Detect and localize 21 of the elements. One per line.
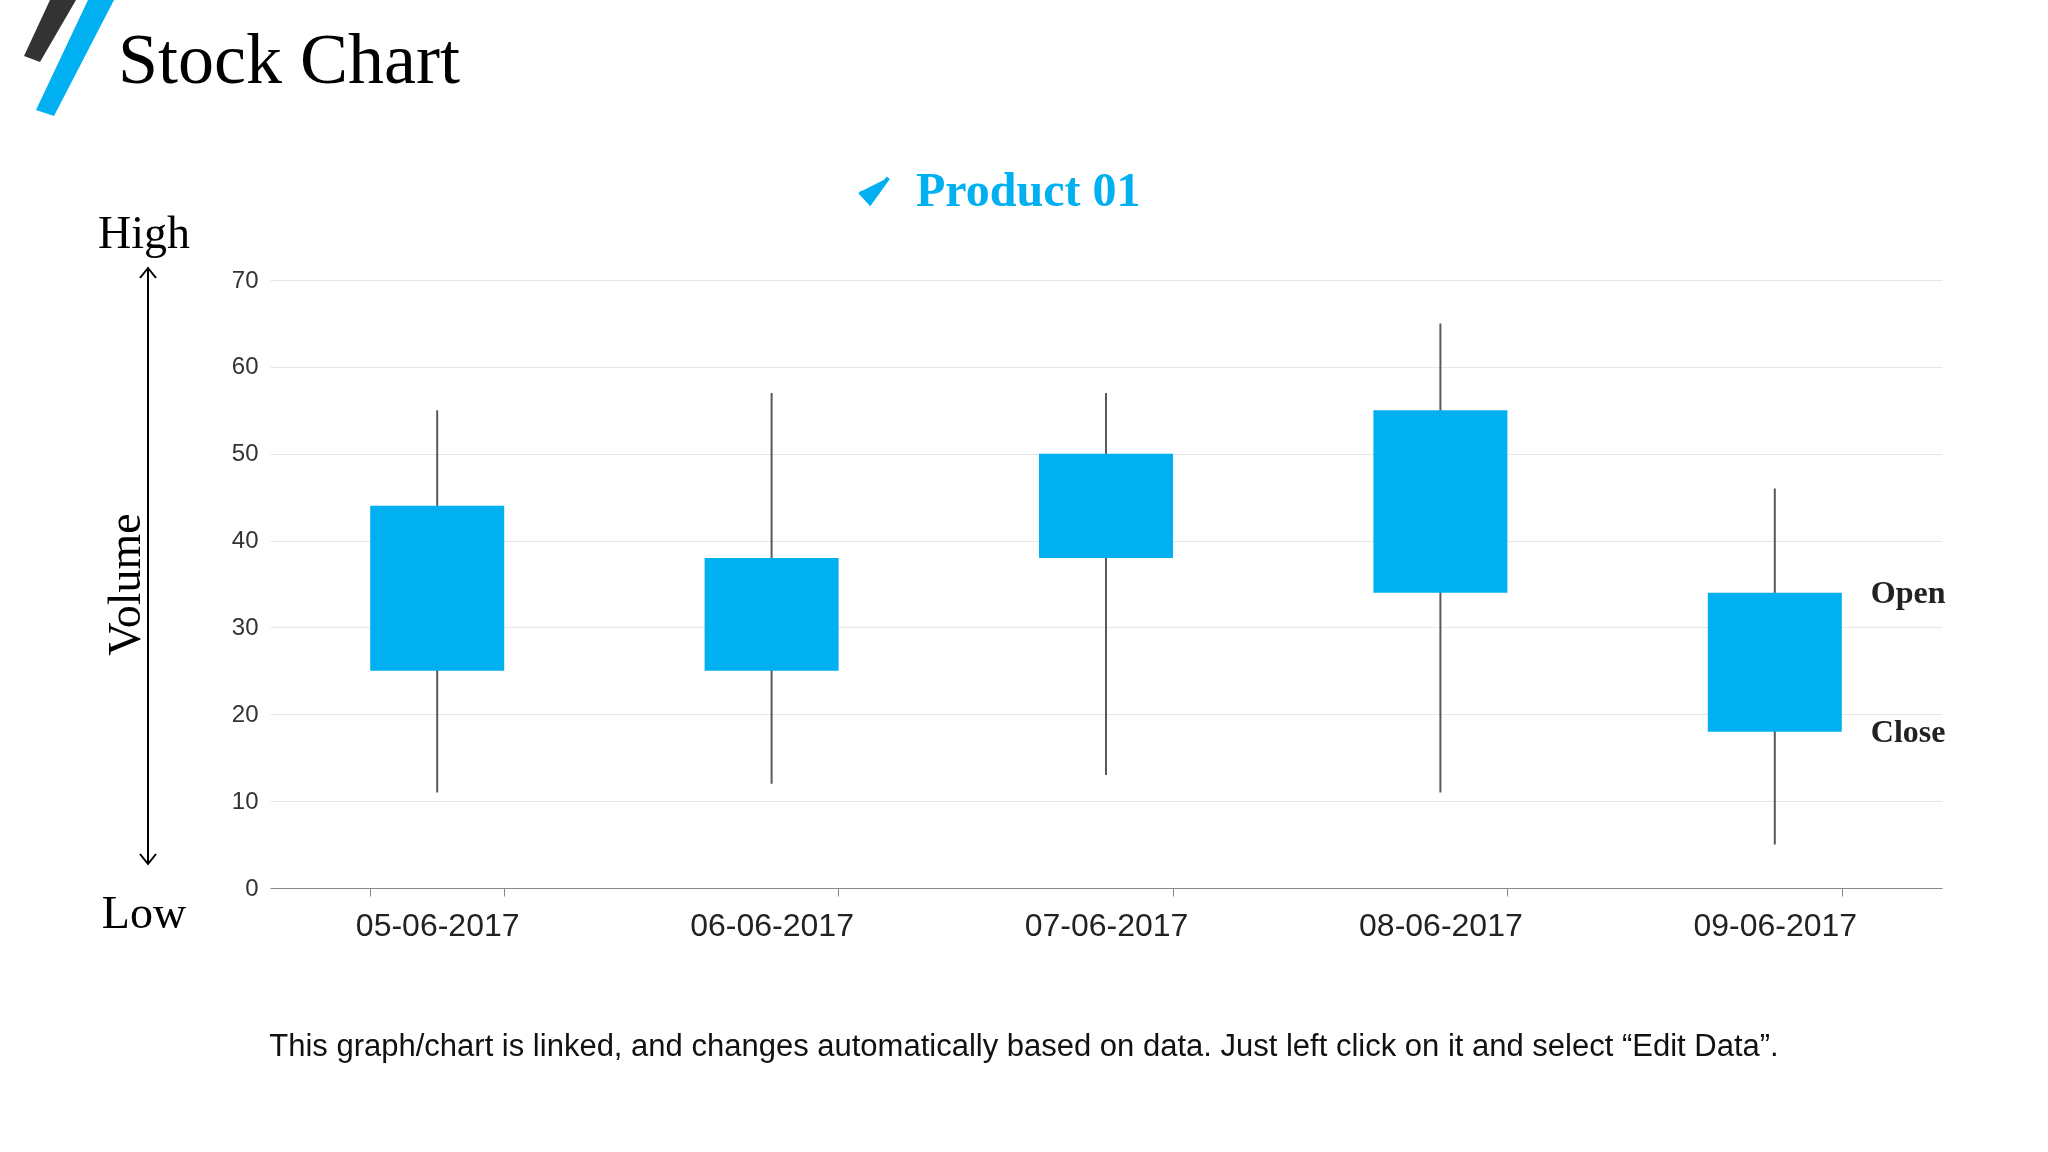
y-tick-label: 0 bbox=[245, 873, 259, 901]
text: This graph/chart is linked, and changes automatically based on data. Just left click on it and select “Edit Data”. bbox=[268, 1028, 1780, 1064]
annotation: Close bbox=[1870, 712, 1946, 749]
y-tick-label: 10 bbox=[231, 786, 259, 814]
x-tick-label: 07-06-2017 bbox=[1024, 906, 1189, 943]
x-tick-label: 05-06-2017 bbox=[355, 906, 520, 943]
y-tick-label: 40 bbox=[231, 526, 259, 554]
y-tick-label: 30 bbox=[231, 612, 259, 640]
y-tick-label: 50 bbox=[231, 439, 259, 467]
annotation: Open bbox=[1870, 573, 1946, 610]
y-tick-label: 20 bbox=[231, 699, 259, 727]
y-tick-label: 70 bbox=[231, 265, 259, 293]
text: High bbox=[97, 206, 191, 259]
legend-label: Product 01 bbox=[916, 163, 1141, 216]
y-tick-label: 60 bbox=[231, 352, 259, 380]
x-tick-label: 06-06-2017 bbox=[690, 906, 854, 943]
y-axis-title: Volume bbox=[98, 513, 150, 656]
x-tick-label: 09-06-2017 bbox=[1693, 906, 1858, 943]
text: Low bbox=[100, 886, 188, 939]
chart-title: Stock Chart bbox=[118, 18, 460, 101]
x-tick-label: 08-06-2017 bbox=[1359, 906, 1523, 943]
